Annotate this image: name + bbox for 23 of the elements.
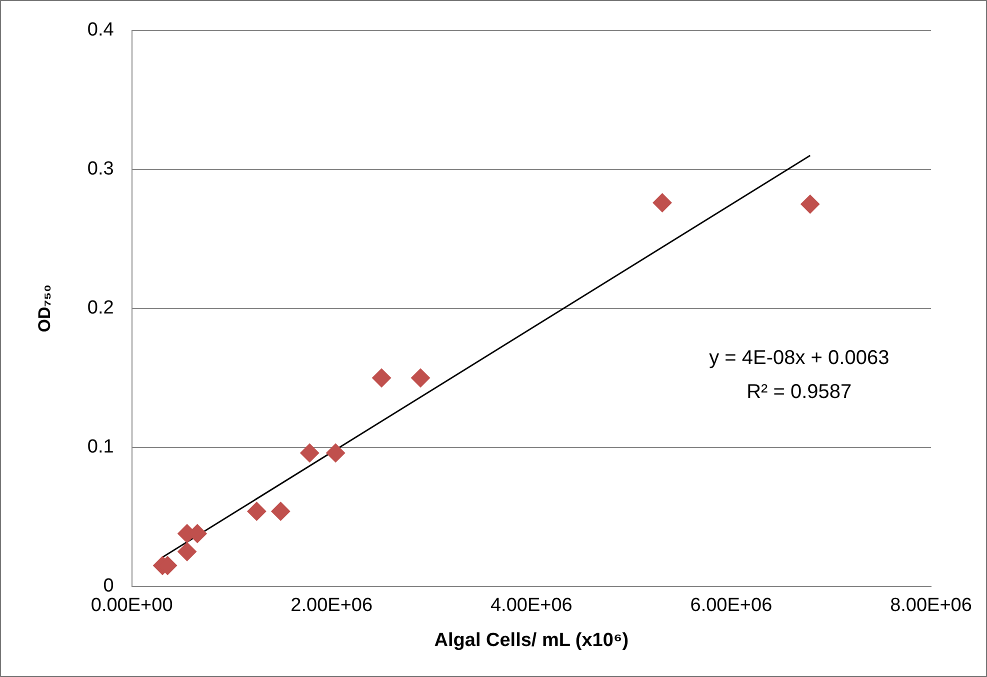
y-tick-label: 0.1 (87, 436, 114, 458)
y-tick-label: 0.3 (87, 158, 114, 180)
annotation: R² = 0.9587 (746, 380, 852, 403)
point (178, 542, 197, 562)
x-axis-title: Algal Cells/ mL (x10⁶) (434, 630, 629, 651)
x-tick-label: 6.00E+06 (690, 595, 772, 616)
x-tick-label: 8.00E+06 (890, 595, 972, 616)
x-tick-label: 2.00E+06 (290, 595, 373, 616)
y-tick-label: 0.2 (87, 298, 114, 319)
point (800, 194, 820, 214)
x-tick-label: 4.00E+06 (490, 595, 572, 616)
point (372, 368, 392, 388)
y-axis-title: OD₇₅₀ (34, 284, 54, 332)
x-tick-label: 0.00E+00 (90, 595, 173, 616)
point (300, 443, 320, 462)
y-tick-label: 0.4 (87, 20, 114, 41)
point (271, 502, 290, 521)
y-tick-label: 0 (103, 576, 114, 597)
point (247, 502, 266, 521)
point (326, 443, 346, 462)
point (411, 368, 430, 388)
point (652, 193, 672, 212)
annotation: y = 4E-08x + 0.0063 (709, 346, 890, 369)
